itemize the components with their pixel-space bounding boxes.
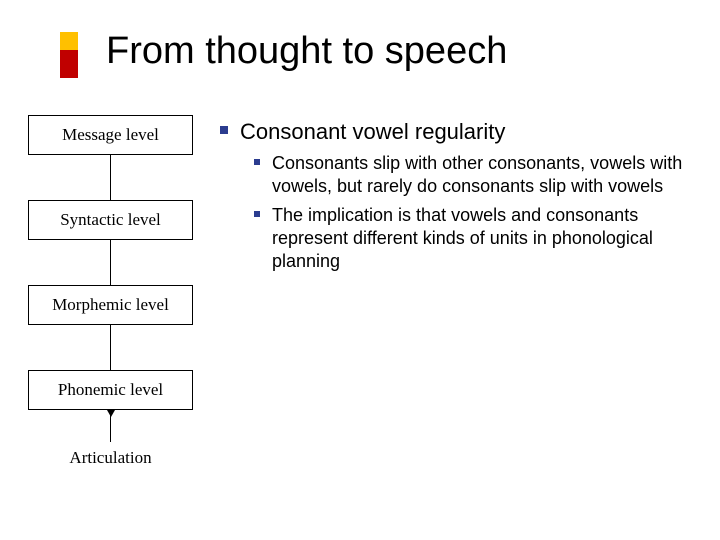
slide-title: From thought to speech [106, 30, 507, 73]
connector-arrow [110, 410, 111, 442]
connector [110, 325, 111, 370]
main-bullet-text: Consonant vowel regularity [240, 118, 505, 146]
connector [110, 155, 111, 200]
square-bullet-icon [220, 126, 228, 134]
level-box-message: Message level [28, 115, 193, 155]
content-area: Consonant vowel regularity Consonants sl… [220, 118, 690, 279]
sub-bullet-text: Consonants slip with other consonants, v… [272, 152, 690, 198]
level-box-syntactic: Syntactic level [28, 200, 193, 240]
title-accent [60, 32, 78, 78]
square-bullet-icon [254, 159, 260, 165]
sub-bullet-row: The implication is that vowels and conso… [254, 204, 690, 273]
sub-bullet-text: The implication is that vowels and conso… [272, 204, 690, 273]
level-box-morphemic: Morphemic level [28, 285, 193, 325]
main-bullet-row: Consonant vowel regularity [220, 118, 690, 146]
connector [110, 240, 111, 285]
square-bullet-icon [254, 211, 260, 217]
accent-square-top [60, 32, 78, 50]
level-box-phonemic: Phonemic level [28, 370, 193, 410]
accent-square-bottom [60, 50, 78, 78]
level-terminal-articulation: Articulation [28, 442, 193, 468]
sub-bullet-row: Consonants slip with other consonants, v… [254, 152, 690, 198]
levels-diagram: Message level Syntactic level Morphemic … [28, 115, 193, 468]
sub-bullet-list: Consonants slip with other consonants, v… [254, 152, 690, 273]
slide: From thought to speech Message level Syn… [0, 0, 720, 540]
title-block: From thought to speech [60, 30, 507, 78]
